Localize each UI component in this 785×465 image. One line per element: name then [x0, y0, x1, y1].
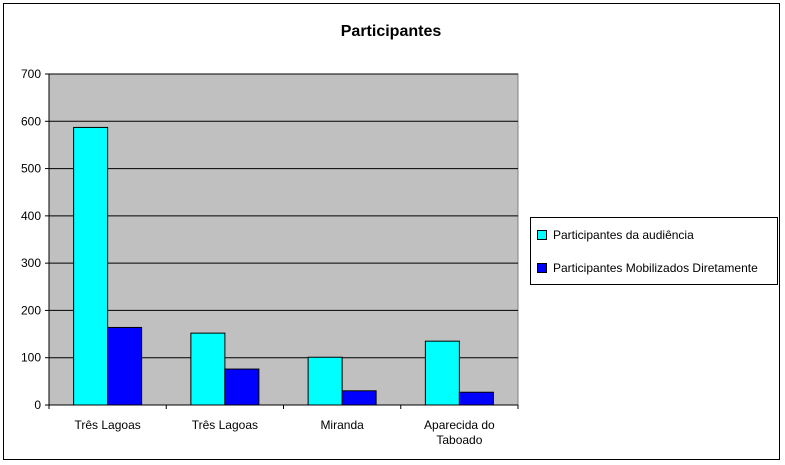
y-tick-label: 0	[34, 398, 41, 412]
y-tick-label: 700	[21, 67, 41, 81]
y-tick-label: 100	[21, 351, 41, 365]
x-tick-label: Aparecida do Taboado	[424, 418, 495, 447]
legend-item-mobilizados: Participantes Mobilizados Diretamente	[537, 261, 758, 275]
bar-mobilizados	[341, 390, 377, 406]
x-tick-label: Três Lagoas	[74, 418, 140, 432]
bar-mobilizados	[224, 368, 260, 406]
x-tick-label-line: Três Lagoas	[192, 418, 258, 432]
y-tick-label: 400	[21, 209, 41, 223]
y-tick-label: 600	[21, 114, 41, 128]
x-tick-label-line: Miranda	[320, 418, 364, 432]
bar-audiencia	[73, 126, 109, 406]
y-tick-label: 500	[21, 162, 41, 176]
chart-title: Participantes	[341, 23, 442, 40]
x-tick-label-line: Taboado	[436, 433, 482, 447]
legend-label-audiencia: Participantes da audiência	[553, 228, 694, 242]
legend-label-mobilizados: Participantes Mobilizados Diretamente	[553, 261, 758, 275]
x-tick-label-line: Aparecida do	[424, 418, 495, 432]
legend-swatch-audiencia	[537, 230, 547, 240]
bar-audiencia	[190, 332, 226, 406]
legend-swatch-mobilizados	[537, 263, 547, 273]
bar-audiencia	[424, 340, 460, 406]
bar-mobilizados	[107, 326, 143, 406]
x-tick-label: Três Lagoas	[192, 418, 258, 432]
x-tick-label-line: Três Lagoas	[74, 418, 140, 432]
x-tick-label: Miranda	[320, 418, 364, 432]
y-tick-label: 300	[21, 256, 41, 270]
plot-area: 0 100 200 300 400 500 600 700 Três Lagoas Três La…	[21, 67, 519, 447]
bar-mobilizados	[458, 391, 494, 406]
legend-item-audiencia: Participantes da audiência	[537, 228, 694, 242]
y-tick-label: 200	[21, 303, 41, 317]
legend: Participantes da audiência Participantes…	[530, 217, 778, 285]
bar-audiencia	[307, 356, 343, 406]
